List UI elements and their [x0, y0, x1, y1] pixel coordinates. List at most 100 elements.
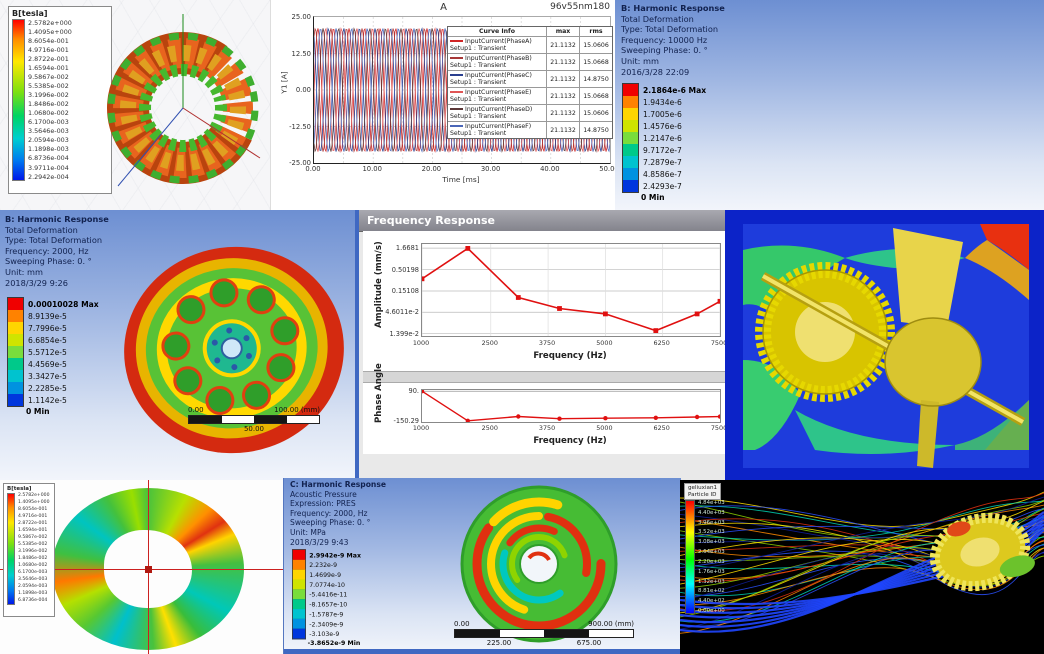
ruler-label: 50.00	[243, 425, 265, 433]
series-setup: Setup1 : Transient	[450, 79, 507, 86]
amplitude-axis-label: Amplitude (mm/s)	[374, 241, 384, 328]
series-color-sample	[450, 40, 463, 42]
x-tick: 5000	[596, 339, 613, 347]
colorbar-row: 5.5712e-5	[7, 345, 99, 359]
colorbar-value: 3.5646e-003	[28, 127, 69, 136]
colorbar-min: 0 Min	[26, 407, 50, 416]
panel-maxwell-ring: B[tesla] 2.5782e+000 1.4095e+000 8.6054e-0…	[0, 480, 283, 654]
colorbar-swatch	[622, 179, 639, 193]
colorbar-row: -2.3409e-9	[292, 618, 361, 630]
y-tick: 0.50198	[391, 265, 419, 274]
x-tick: 0.00	[305, 165, 321, 173]
header-line: Expression: PRES	[290, 499, 356, 509]
colorbar-value: 9.5867e-002	[28, 73, 69, 82]
colorbar-value: 4.4569e-5	[28, 359, 67, 369]
colorbar-value: -5.4416e-11	[309, 590, 348, 598]
colorbar-value: 3.1996e-002	[28, 91, 69, 100]
acoustic-disc	[460, 485, 618, 643]
panel-acoustic-pressure: C: Harmonic Response Acoustic Pressure Exp…	[283, 478, 681, 654]
colorbar-row: 2.1864e-6 Max	[622, 83, 707, 97]
particle-legend-title: geliuxian1 Particle ID	[684, 483, 722, 501]
maxwell-colorbar-small: B[tesla] 2.5782e+000 1.4095e+000 8.6054e-0…	[3, 483, 55, 617]
colorbar-row: 4.4569e-5	[7, 357, 99, 371]
series-setup: Setup1 : Transient	[450, 130, 507, 137]
x-tick: 30.00	[480, 165, 501, 173]
colorbar-value: 8.6054e-001	[18, 507, 48, 513]
colorbar-gradient	[7, 493, 15, 605]
y-tick: 12.50	[291, 49, 311, 58]
crosshair-center	[145, 566, 152, 573]
colorbar-value: 4.84e+03	[698, 500, 725, 506]
colorbar-gradient	[685, 500, 695, 614]
colorbar-value: 8.6054e-001	[28, 37, 69, 46]
y-tick: 1.6681	[395, 244, 419, 253]
amplitude-x-ticks: 1000 2500 3750 5000 6250 7500	[413, 339, 725, 348]
series-color-sample	[450, 91, 463, 93]
curve-info-legend: Curve Info max rms InputCurrent(PhaseA) Setu…	[447, 26, 613, 139]
colorbar-value: 6.6854e-5	[28, 335, 67, 345]
analysis-header: C: Harmonic Response Acoustic Pressure Exp…	[290, 480, 386, 547]
legend-row: InputCurrent(PhaseC) Setup1 : Transient 21…	[448, 70, 612, 87]
colorbar-value: 2.20e+03	[698, 558, 725, 565]
x-tick: 5000	[596, 424, 613, 432]
colorbar-value: 1.0680e-002	[18, 563, 48, 569]
series-color-sample	[450, 125, 463, 127]
colorbar-value: 2.1864e-6 Max	[643, 85, 707, 95]
colorbar-row: 7.7996e-5	[7, 321, 99, 335]
crosshair-horizontal	[0, 569, 283, 570]
plot-title: A	[440, 2, 447, 13]
colorbar-value: 2.64e+03	[698, 549, 725, 556]
colorbar-value: 4.40e+02	[698, 598, 725, 605]
divider	[363, 371, 725, 383]
colorbar-row: 2.9942e-9 Max	[292, 549, 361, 561]
header-line: Unit: MPa	[290, 527, 326, 537]
maxwell-colorbar: B[tesla] 2.5782e+000 1.4095e+000 8.6054e-0…	[8, 6, 112, 194]
colorbar-labels: 2.5782e+000 1.4095e+000 8.6054e-001 4.9716e…	[28, 19, 72, 181]
window-titlebar: Frequency Response	[359, 210, 725, 232]
result-colorbar: 0.00010028 Max 8.9139e-5 7.7996e-5 6.6854e-…	[7, 297, 99, 416]
x-tick: 50.00	[599, 165, 616, 173]
colorbar-value: 2.8722e-001	[18, 521, 48, 527]
colorbar-value: 4.40e+03	[698, 509, 725, 516]
analysis-header: B: Harmonic Response Total Deformation Typ…	[621, 3, 725, 77]
x-tick: 20.00	[421, 165, 442, 173]
header-line: Acoustic Pressure	[290, 489, 357, 499]
colorbar-value: 7.0774e-10	[309, 580, 346, 589]
colorbar-value: 1.0680e-002	[28, 109, 69, 118]
panel-maxwell-torus: B[tesla] 2.5782e+000 1.4095e+000 8.6054e-0…	[0, 0, 270, 210]
series-setup: Setup1 : Transient	[450, 45, 507, 52]
colorbar-row: 1.9434e-6	[622, 95, 706, 109]
colorbar-value: 1.9434e-6	[643, 97, 682, 107]
series-setup: Setup1 : Transient	[450, 62, 507, 69]
result-colorbar: 2.9942e-9 Max 2.232e-9 1.4699e-9 7.0774e-10…	[292, 549, 361, 647]
scale-ruler: 0.00 100.00 (mm) 50.00	[188, 406, 320, 433]
colorbar-value: 2.8722e-001	[28, 55, 69, 64]
colorbar-value: 8.81e+02	[698, 588, 725, 595]
streamlines	[680, 491, 1044, 634]
header-line: Frequency: 2000, Hz	[290, 508, 368, 518]
x-tick-labels: 0.00 10.00 20.00 30.00 40.00 50.00	[305, 165, 616, 174]
legend-row: InputCurrent(PhaseE) Setup1 : Transient 21…	[448, 87, 612, 104]
colorbar-min: 0 Min	[641, 193, 665, 202]
phase-axis-label: Phase Angle	[374, 363, 384, 423]
colorbar-value: 7.7996e-5	[28, 323, 67, 333]
x-tick: 40.00	[540, 165, 560, 173]
colorbar-value: 2.5782e+000	[28, 19, 72, 27]
colorbar-row: 9.7172e-7	[622, 143, 706, 157]
colorbar-value: -3.103e-9	[309, 629, 340, 638]
colorbar-value: 1.4699e-9	[309, 570, 342, 579]
analysis-header: B: Harmonic Response Total Deformation Typ…	[5, 214, 109, 288]
frequency-response-body: Amplitude (mm/s) 1.6681 0.50198 0.15108 4.6…	[363, 231, 725, 454]
colorbar-value: 2.4293e-7	[643, 181, 682, 191]
colorbar-row: -3.103e-9	[292, 628, 361, 639]
colorbar-value: -1.5787e-9	[309, 610, 344, 618]
y-tick: 0.00	[295, 86, 311, 94]
header-line: C: Harmonic Response	[290, 480, 387, 489]
series-name: InputCurrent(PhaseC)	[465, 72, 532, 79]
colorbar-value: 1.4095e+000	[28, 28, 72, 37]
colorbar-value: 6.1700e-003	[18, 570, 48, 576]
colorbar-value: 3.5646e-003	[18, 577, 48, 583]
header-line: Unit: mm	[621, 55, 659, 66]
header-line: Type: Total Deformation	[5, 235, 103, 246]
